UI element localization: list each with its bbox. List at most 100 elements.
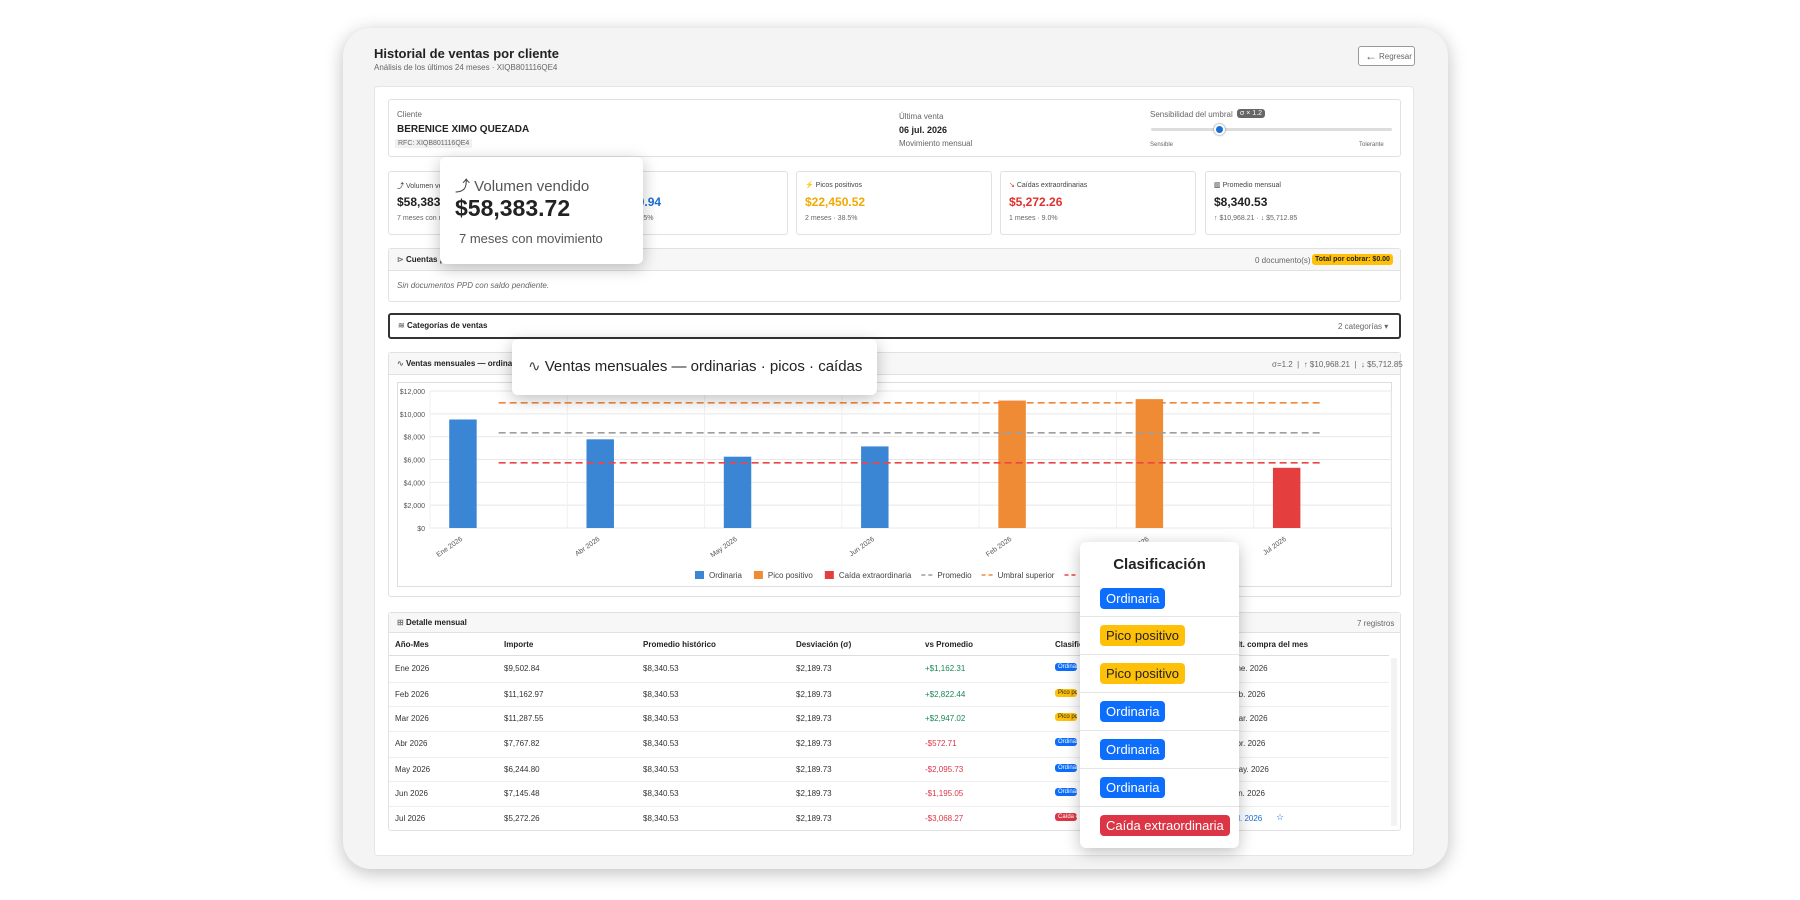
kpi-card: ↘ Caídas extraordinarias $5,272.26 1 meses…: [1000, 171, 1196, 235]
categories-count: 2 categorías ▾: [1338, 322, 1389, 331]
last-sale-note: Movimiento mensual: [899, 139, 973, 148]
categories-title-text: Categorías de ventas: [406, 321, 488, 330]
page-title: Historial de ventas por cliente: [374, 46, 559, 61]
callout-rule: [1080, 768, 1239, 769]
chart-summary: σ=1.2 | ↑ $10,968.21 | ↓ $5,712.85: [1272, 360, 1403, 369]
callout-class-badge: Caída extraordinaria: [1100, 815, 1230, 836]
callout-label: ⤴ Volumen vendido: [455, 178, 590, 195]
chart-panel-title: ∿ Ventas mensuales — ordinarias · picos …: [397, 359, 587, 368]
table-cell: $7,145.48: [504, 789, 540, 798]
kpi-icon: ↘: [1009, 182, 1017, 189]
table-title-text: Detalle mensual: [405, 618, 467, 627]
callout-rule: [1080, 692, 1239, 693]
table-cell: -$572.71: [925, 739, 957, 748]
legend-swatch: [824, 571, 834, 579]
table-cell: Jul 2026: [395, 814, 426, 823]
table-cell: $2,189.73: [796, 690, 832, 699]
row-rule: [389, 781, 1389, 782]
table-cell: $2,189.73: [796, 664, 832, 673]
client-name: BERENICE XIMO QUEZADA: [397, 124, 530, 135]
callout-rule: [1080, 730, 1239, 731]
legend-swatch: [695, 571, 704, 579]
back-label: Regresar: [1379, 52, 1412, 61]
kpi-value: $8,340.53: [1214, 195, 1268, 209]
kpi-note: 7 meses con movimiento: [397, 215, 475, 222]
bar: [449, 419, 477, 528]
callout-class-title: Clasificación: [1113, 556, 1206, 573]
table-cell: $5,272.26: [504, 814, 540, 823]
table-cell: +$2,822.44: [925, 690, 966, 699]
legend-label: Caída extraordinaria: [839, 571, 912, 580]
x-tick-label: Ene 2026: [436, 536, 465, 559]
table-cell: $8,340.53: [643, 664, 679, 673]
kpi-icon: ⚡: [805, 182, 816, 189]
back-button[interactable]: ← Regresar: [1358, 46, 1415, 66]
callout-rule: [1080, 616, 1239, 617]
callout-rule: [1080, 806, 1239, 807]
x-tick-label: Jun 2026: [848, 536, 876, 558]
kpi-label-text: Caídas extraordinarias: [1016, 182, 1088, 189]
legend-label: Pico positivo: [768, 571, 813, 580]
row-rule: [389, 682, 1389, 683]
table-cell: Feb 2026: [395, 690, 429, 699]
kpi-label: ▥ Promedio mensual: [1214, 181, 1281, 189]
kpi-label-text: Promedio mensual: [1222, 182, 1281, 189]
y-tick-label: $6,000: [404, 458, 426, 465]
y-tick-label: $10,000: [400, 412, 425, 419]
table-cell: Mar 2026: [395, 714, 429, 723]
table-cell: $2,189.73: [796, 714, 832, 723]
y-tick-label: $2,000: [404, 503, 426, 510]
last-purchase-star: ☆: [1276, 812, 1285, 822]
table-cell: Jun 2026: [395, 789, 428, 798]
bar: [586, 439, 614, 528]
table-cell: +$2,947.02: [925, 714, 966, 723]
table-cell: Ene 2026: [395, 664, 430, 673]
table-cell: $8,340.53: [643, 814, 679, 823]
row-rule: [389, 757, 1389, 758]
sensitivity-label: Sensibilidad del umbral: [1150, 110, 1233, 119]
categories-count-text: 2 categorías: [1338, 322, 1383, 331]
x-tick-label: Jul 2026: [1262, 536, 1288, 557]
kpi-value: $5,272.26: [1009, 195, 1063, 209]
receivables-empty: Sin documentos PPD con saldo pendiente.: [397, 281, 550, 290]
table-cell: $8,340.53: [643, 714, 679, 723]
kpi-label-text: Picos positivos: [815, 182, 862, 189]
class-badge: Ordinaria: [1055, 764, 1077, 772]
class-badge: Ordinaria: [1055, 788, 1077, 796]
table-cell: $7,767.82: [504, 739, 540, 748]
receivables-total: Total por cobrar: $0.00: [1312, 254, 1393, 265]
bar: [1272, 467, 1301, 528]
last-sale-label: Última venta: [899, 112, 944, 121]
callout-chart-title: ∿ Ventas mensuales — ordinarias · picos …: [528, 358, 863, 375]
column-header: Clasificación: [1055, 640, 1104, 649]
column-header: Año-Mes: [395, 640, 429, 649]
table-cell: Abr 2026: [395, 739, 428, 748]
table-cell: $9,502.84: [504, 664, 540, 673]
last-sale-date: 06 jul. 2026: [899, 125, 948, 135]
y-tick-label: $12,000: [400, 389, 425, 396]
client-panel: Cliente BERENICE XIMO QUEZADA RFC: XIQB8…: [388, 99, 1401, 157]
callout-class-badge: Ordinaria: [1100, 701, 1166, 722]
x-tick-label: Feb 2026: [985, 536, 1013, 559]
table-cell: $11,162.97: [504, 690, 544, 699]
table-title: ⊞ Detalle mensual: [397, 618, 467, 627]
table-cell: ene. 2026: [1232, 664, 1268, 673]
legend-swatch: [753, 571, 763, 579]
legend-label: Ordinaria: [709, 571, 742, 580]
y-tick-label: $0: [417, 526, 425, 533]
kpi-label: ⤴ Volumen vendido: [397, 181, 460, 191]
table-cell: jul. 2026: [1232, 814, 1263, 823]
kpi-note: 2 meses · 38.5%: [805, 215, 858, 222]
categories-panel[interactable]: ≋ Categorías de ventas 2 categorías ▾: [388, 313, 1401, 339]
table-cell: jun. 2026: [1232, 789, 1265, 798]
column-header: Promedio histórico: [643, 640, 716, 649]
column-header: Importe: [504, 640, 534, 649]
scrollbar: [1391, 658, 1397, 826]
kpi-zoom-callout: ⤴ Volumen vendido $58,383.72 7 meses con…: [440, 157, 643, 264]
categories-title: ≋ Categorías de ventas: [398, 321, 488, 330]
table-cell: may. 2026: [1232, 765, 1269, 774]
class-badge: Pico positivo: [1055, 713, 1077, 721]
slider-thumb[interactable]: [1214, 124, 1225, 135]
